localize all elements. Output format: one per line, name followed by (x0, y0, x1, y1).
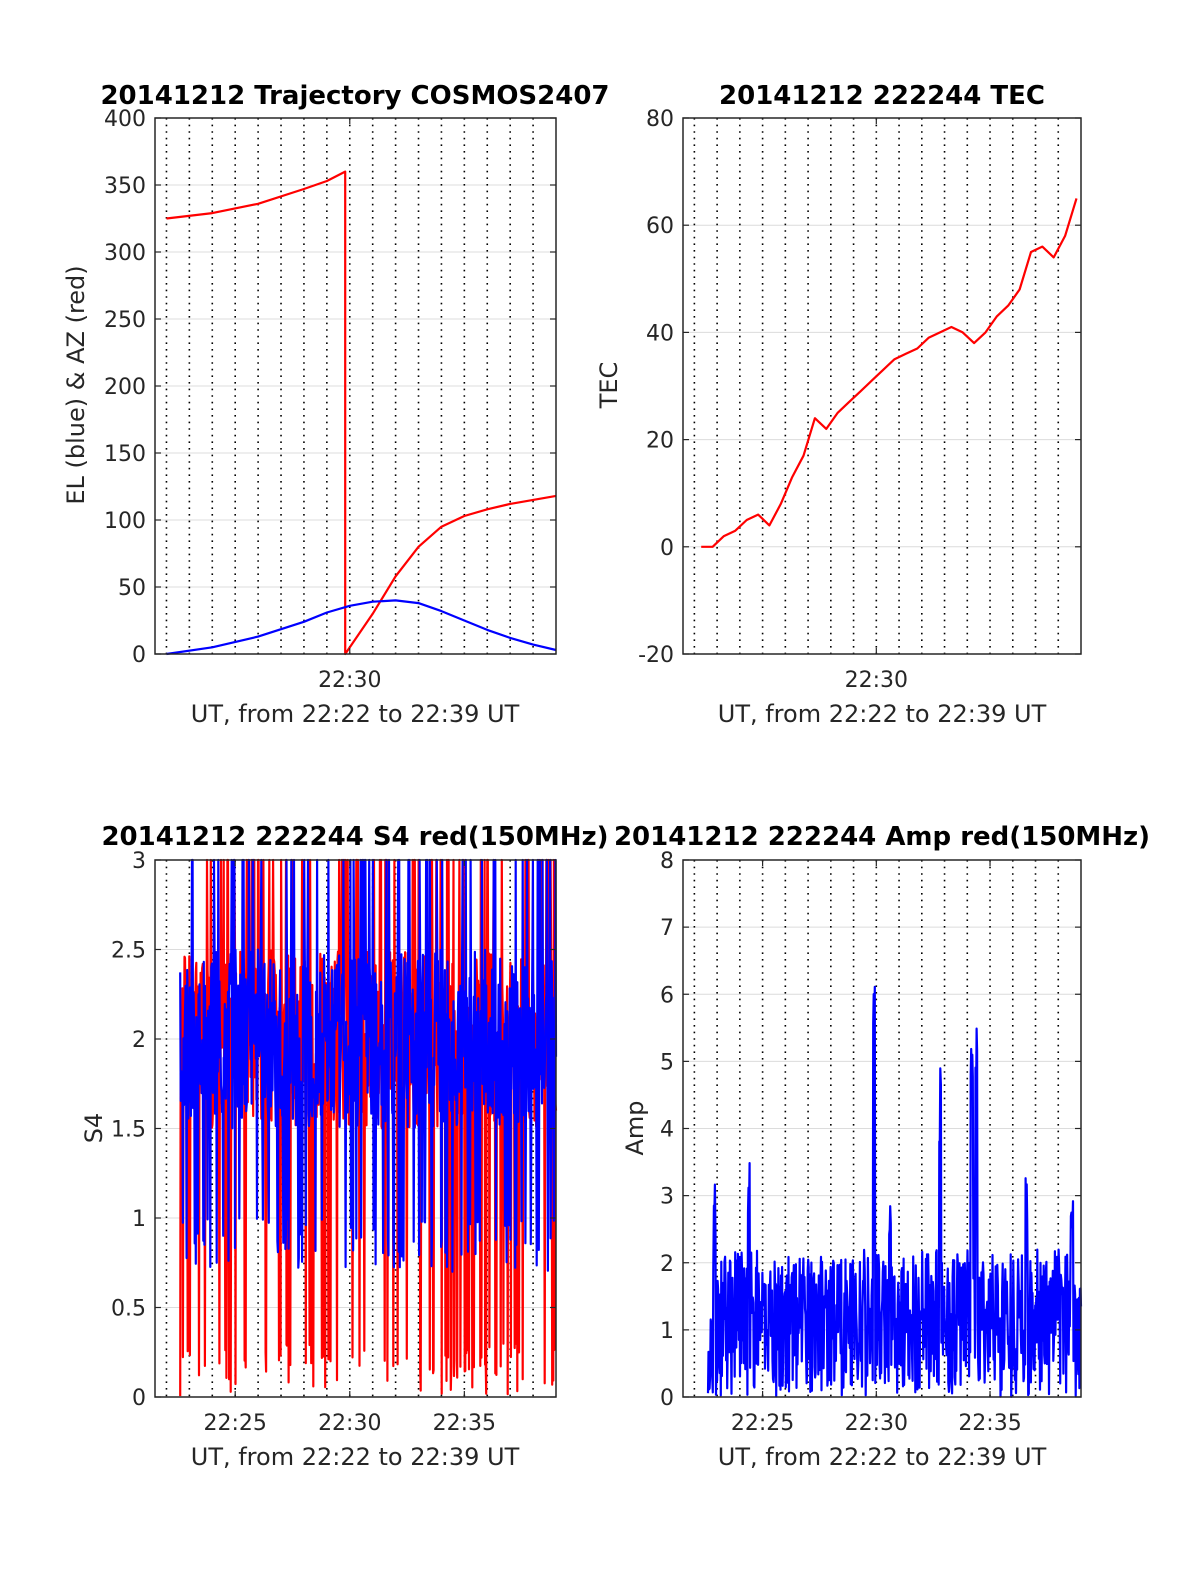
series-line-blue (706, 985, 1083, 1398)
x-tick-label: 22:30 (318, 668, 381, 693)
series-line-blue (166, 599, 557, 656)
y-axis-label: S4 (80, 1113, 108, 1144)
x-axis-label: UT, from 22:22 to 22:39 UT (191, 700, 520, 728)
y-tick-label: 300 (104, 241, 146, 266)
x-tick-label: 22:30 (845, 668, 908, 693)
x-tick-label: 22:25 (731, 1411, 794, 1436)
y-tick-label: 0.5 (111, 1297, 146, 1322)
y-tick-label: 3 (660, 1185, 674, 1210)
y-tick-label: 50 (118, 576, 146, 601)
y-tick-label: 2.5 (111, 939, 146, 964)
y-tick-label: 40 (646, 321, 674, 346)
y-tick-label: 200 (104, 375, 146, 400)
series-line-red (166, 170, 557, 656)
y-tick-label: 100 (104, 509, 146, 534)
x-axis-label: UT, from 22:22 to 22:39 UT (191, 1443, 520, 1471)
x-tick-label: 22:35 (433, 1411, 496, 1436)
y-tick-label: 0 (660, 536, 674, 561)
y-tick-label: 4 (660, 1118, 674, 1143)
chart-title: 20141212 222244 S4 red(150MHz) (101, 822, 608, 852)
y-tick-label: 0 (132, 1386, 146, 1411)
y-tick-label: 8 (660, 849, 674, 874)
series-line-blue (179, 858, 558, 1273)
y-tick-label: 7 (660, 916, 674, 941)
y-tick-label: 6 (660, 983, 674, 1008)
plot-frame (682, 117, 1082, 655)
y-tick-label: 80 (646, 107, 674, 132)
y-tick-label: 1 (132, 1207, 146, 1232)
y-tick-label: 2 (132, 1028, 146, 1053)
y-tick-label: 20 (646, 429, 674, 454)
chart-amp: 20141212 222244 Amp red(150MHz) 0 1 2 3 4 5 6 7… (614, 822, 1150, 1471)
y-tick-label: 0 (660, 1386, 674, 1411)
x-tick-label: 22:35 (958, 1411, 1021, 1436)
x-tick-label: 22:30 (318, 1411, 381, 1436)
y-tick-label: -20 (638, 643, 674, 668)
chart-s4: 20141212 222244 S4 red(150MHz) 0 0.5 1 1.5 2… (80, 822, 609, 1471)
y-axis-label: Amp (621, 1100, 649, 1155)
y-tick-label: 1 (660, 1319, 674, 1344)
y-tick-label: 350 (104, 174, 146, 199)
y-axis-label: TEC (595, 362, 623, 410)
chart-tec: 20141212 222244 TEC -20 0 20 40 60 80 22:30 UT… (595, 81, 1082, 728)
series-line-red (701, 198, 1078, 548)
x-axis-label: UT, from 22:22 to 22:39 UT (718, 1443, 1047, 1471)
chart-title: 20141212 222244 Amp red(150MHz) (614, 822, 1150, 852)
y-tick-label: 2 (660, 1252, 674, 1277)
y-tick-label: 1.5 (111, 1118, 146, 1143)
y-tick-label: 150 (104, 442, 146, 467)
y-axis-label: EL (blue) & AZ (red) (62, 265, 90, 504)
y-tick-label: 400 (104, 107, 146, 132)
x-tick-label: 22:25 (203, 1411, 266, 1436)
x-axis-label: UT, from 22:22 to 22:39 UT (718, 700, 1047, 728)
y-tick-label: 0 (132, 643, 146, 668)
chart-title: 20141212 Trajectory COSMOS2407 (100, 81, 609, 111)
y-tick-label: 5 (660, 1050, 674, 1075)
chart-title: 20141212 222244 TEC (719, 81, 1045, 111)
y-tick-label: 250 (104, 308, 146, 333)
y-tick-label: 3 (132, 849, 146, 874)
chart-trajectory: 20141212 Trajectory COSMOS2407 0 50 100 150… (62, 81, 610, 728)
y-tick-label: 60 (646, 214, 674, 239)
x-tick-label: 22:30 (845, 1411, 908, 1436)
